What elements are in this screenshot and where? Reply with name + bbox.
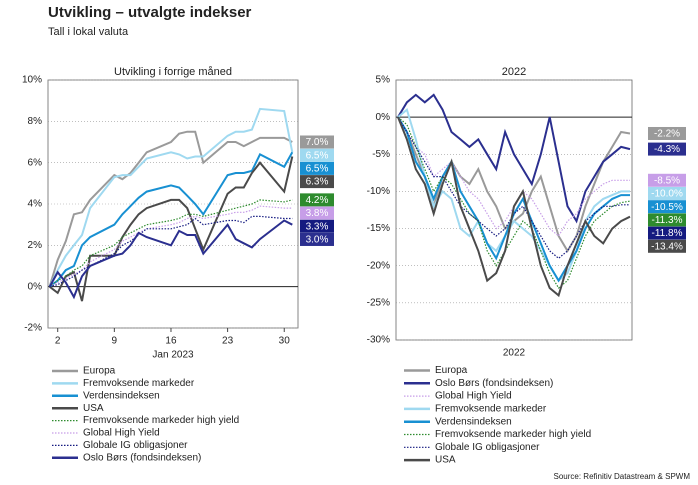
end-label: 6.3% bbox=[306, 177, 329, 188]
end-label: 6.5% bbox=[306, 164, 329, 175]
y-tick-label: -30% bbox=[367, 335, 390, 346]
chart-title: 2022 bbox=[502, 66, 526, 78]
y-tick-label: 6% bbox=[28, 157, 43, 168]
end-label-box bbox=[300, 232, 334, 246]
end-label-box bbox=[648, 126, 686, 140]
end-label: -4.3% bbox=[654, 144, 680, 155]
y-tick-label: -5% bbox=[372, 149, 390, 160]
legend-label: Oslo Børs (fondsindeksen) bbox=[83, 452, 201, 463]
y-tick-label: -25% bbox=[367, 297, 390, 308]
legend-label: Global High Yield bbox=[435, 391, 512, 402]
series-line bbox=[397, 116, 631, 298]
end-label-box bbox=[300, 135, 334, 149]
end-label: 4.2% bbox=[306, 195, 329, 206]
end-label: -13.4% bbox=[651, 241, 683, 252]
end-label-box bbox=[648, 142, 686, 156]
page-subtitle: Tall i lokal valuta bbox=[48, 26, 129, 38]
legend-label: Globale IG obligasjoner bbox=[83, 440, 188, 451]
y-tick-label: 8% bbox=[28, 116, 43, 127]
end-label-box bbox=[648, 239, 686, 253]
legend-label: Europa bbox=[83, 366, 116, 377]
legend-label: Verdensindeksen bbox=[435, 416, 512, 427]
x-tick-label: 16 bbox=[165, 336, 177, 347]
end-label: 3.0% bbox=[306, 235, 329, 246]
plot-frame bbox=[47, 79, 299, 329]
legend-label: Verdensindeksen bbox=[83, 390, 160, 401]
legend-label: Fremvoksende markeder high yield bbox=[435, 429, 591, 440]
x-tick-label: 9 bbox=[112, 336, 118, 347]
y-tick-label: -2% bbox=[24, 323, 42, 334]
end-label: -10.5% bbox=[651, 202, 683, 213]
source: Source: Refinitiv Datastream & SPWM bbox=[554, 472, 691, 481]
x-axis-label: Jan 2023 bbox=[152, 350, 194, 361]
end-label: -11.3% bbox=[652, 215, 683, 226]
y-tick-label: -20% bbox=[367, 260, 390, 271]
end-label-box bbox=[300, 175, 334, 189]
legend-label: USA bbox=[83, 403, 104, 414]
series-line bbox=[397, 116, 630, 260]
end-label: 3.3% bbox=[306, 221, 329, 232]
legend-label: USA bbox=[435, 455, 456, 466]
series-line bbox=[397, 93, 631, 224]
legend-label: Globale IG obligasjoner bbox=[435, 442, 540, 453]
legend-label: Oslo Børs (fondsindeksen) bbox=[435, 378, 553, 389]
y-tick-label: 0% bbox=[376, 112, 391, 123]
end-label: 3.8% bbox=[306, 208, 329, 219]
chart-title: Utvikling i forrige måned bbox=[114, 66, 232, 78]
end-label-box bbox=[648, 226, 686, 240]
legend-label: Fremvoksende markeder high yield bbox=[83, 415, 239, 426]
legend-label: Fremvoksende markeder bbox=[83, 378, 195, 389]
legend-label: Global High Yield bbox=[83, 428, 160, 439]
series-line bbox=[397, 116, 630, 283]
y-tick-label: 2% bbox=[28, 240, 43, 251]
end-label-box bbox=[648, 173, 686, 187]
end-label-box bbox=[300, 193, 334, 207]
series-line bbox=[48, 156, 294, 302]
x-tick-label: 23 bbox=[222, 336, 234, 347]
x-tick-label: 30 bbox=[279, 336, 291, 347]
series-line bbox=[48, 107, 294, 288]
end-label: -2.2% bbox=[654, 129, 680, 140]
end-label-box bbox=[648, 213, 686, 227]
y-tick-label: 5% bbox=[376, 75, 391, 86]
x-axis-label: 2022 bbox=[503, 348, 526, 359]
x-tick-label: 2 bbox=[55, 336, 61, 347]
series-line bbox=[49, 199, 293, 288]
end-label: -11.8% bbox=[652, 228, 683, 239]
end-label-box bbox=[300, 219, 334, 233]
series-line bbox=[48, 151, 294, 288]
end-label-box bbox=[648, 200, 686, 214]
y-tick-label: 10% bbox=[22, 75, 42, 86]
y-tick-label: -10% bbox=[367, 186, 390, 197]
end-label-box bbox=[648, 186, 686, 200]
end-label: 6.5% bbox=[306, 150, 329, 161]
end-label-box bbox=[300, 148, 334, 162]
end-label: -8.5% bbox=[654, 175, 680, 186]
series-line bbox=[49, 215, 293, 288]
legend-label: Europa bbox=[435, 365, 468, 376]
y-tick-label: 4% bbox=[28, 199, 43, 210]
end-label-box bbox=[300, 206, 334, 220]
end-label-box bbox=[300, 161, 334, 175]
legend-label: Fremvoksende markeder bbox=[435, 404, 547, 415]
y-tick-label: 0% bbox=[28, 281, 43, 292]
series-line bbox=[48, 130, 293, 287]
end-label: -10.0% bbox=[651, 189, 683, 200]
y-tick-label: -15% bbox=[367, 223, 390, 234]
series-line bbox=[397, 116, 631, 253]
end-label: 7.0% bbox=[306, 137, 329, 148]
series-line bbox=[48, 219, 293, 300]
page-title: Utvikling – utvalgte indekser bbox=[48, 4, 252, 21]
